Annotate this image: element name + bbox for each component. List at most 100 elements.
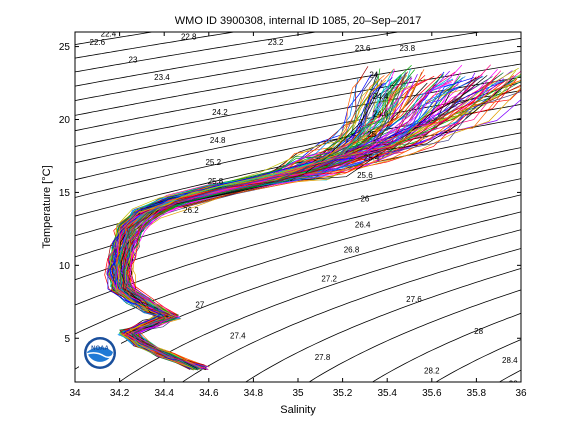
density-isoline <box>181 248 521 382</box>
profile-line <box>124 82 392 368</box>
density-isoline <box>75 194 521 335</box>
density-isoline <box>244 268 521 382</box>
isoline-label: 23.6 <box>355 44 371 53</box>
profile-line <box>128 88 521 370</box>
profile-line <box>112 78 505 366</box>
svg-text:NOAA: NOAA <box>91 346 109 352</box>
isoline-label: 27.6 <box>406 295 422 304</box>
isoline-label: 26.2 <box>183 206 199 215</box>
density-isoline <box>75 32 237 59</box>
density-isoline <box>530 394 543 403</box>
profile-line <box>122 87 392 368</box>
density-isoline <box>75 178 521 306</box>
profile-line <box>111 84 459 371</box>
x-axis: 34 34.2 34.4 34.6 34.8 35 35.2 35.4 35.6 35.8 36 <box>69 32 527 399</box>
profile-line <box>114 79 521 370</box>
x-axis-label: Salinity <box>280 404 316 416</box>
y-tick-label: 10 <box>59 261 71 272</box>
isoline-label: 25.4 <box>364 153 380 162</box>
profile-line <box>110 72 504 371</box>
x-tick-label: 34.6 <box>199 388 219 399</box>
density-isoline <box>75 63 521 147</box>
isoline-label: 27.4 <box>230 331 246 340</box>
profile-line <box>107 77 475 366</box>
profile-line <box>108 79 509 370</box>
y-tick-label: 25 <box>59 42 71 53</box>
isoline-label: 23.4 <box>154 73 170 82</box>
density-isoline <box>75 90 521 181</box>
profile-line <box>112 81 521 370</box>
x-tick-label: 34.4 <box>154 388 174 399</box>
profile-series <box>104 64 521 371</box>
density-isoline <box>75 32 319 73</box>
isoline-label: 24.6 <box>373 110 389 119</box>
density-isoline <box>75 50 521 132</box>
x-tick-label: 35.8 <box>467 388 487 399</box>
x-tick-label: 35.4 <box>377 388 397 399</box>
isoline-label: 28.4 <box>502 356 518 365</box>
profile-line <box>119 71 456 368</box>
density-isoline <box>435 339 521 382</box>
isoline-label: 22.6 <box>90 38 106 47</box>
x-tick-label: 34.2 <box>110 388 130 399</box>
x-tick-label: 35 <box>292 388 304 399</box>
isoline-label: 24.4 <box>373 92 389 101</box>
profile-line <box>107 70 502 368</box>
density-isoline <box>75 162 521 281</box>
density-isoline <box>75 76 521 164</box>
isoline-label: 24.8 <box>210 136 226 145</box>
isoline-label: 25 <box>367 130 376 139</box>
profile-line <box>125 72 461 369</box>
density-isoline <box>498 369 521 382</box>
profile-line <box>124 73 521 368</box>
isoline-label: 27.2 <box>321 274 337 283</box>
isoline-label: 24.2 <box>212 108 228 117</box>
isoline-label: 25.2 <box>205 158 221 167</box>
density-isoline <box>371 312 521 382</box>
profile-line <box>123 84 521 366</box>
x-tick-label: 34 <box>69 388 81 399</box>
isoline-label: 26.4 <box>355 221 371 230</box>
x-tick-label: 36 <box>515 388 527 399</box>
density-isoline <box>75 32 483 102</box>
y-tick-label: 20 <box>59 115 71 126</box>
isoline-label: 28.2 <box>424 366 440 375</box>
density-isoline <box>75 37 521 116</box>
isoline-label: 28 <box>474 327 483 336</box>
y-tick-label: 15 <box>59 188 71 199</box>
isoline-label: 25.8 <box>208 177 224 186</box>
profile-line <box>121 79 515 367</box>
isoline-label: 25.6 <box>357 171 373 180</box>
isoline-label: 24 <box>369 70 378 79</box>
isoline-label: 22.4 <box>101 29 117 38</box>
isoline-label: 27 <box>195 301 204 310</box>
y-tick-label: 5 <box>64 334 70 345</box>
x-tick-label: 34.8 <box>244 388 264 399</box>
profile-line <box>124 91 521 369</box>
x-tick-label: 35.6 <box>422 388 442 399</box>
profile-line <box>113 80 496 366</box>
profile-line <box>115 77 413 368</box>
isoline-label: 23.8 <box>399 44 415 53</box>
isoline-label: 26.8 <box>344 245 360 254</box>
density-isoline-labels: 22.422.6 22.8 23 23.2 23.4 23.6 23.8 24 24.2 24.4… <box>90 29 525 388</box>
y-axis-label: Temperature [°C] <box>41 165 53 248</box>
density-isoline <box>75 32 401 87</box>
isoline-label: 22.8 <box>181 32 197 41</box>
profile-line <box>114 75 515 367</box>
profile-line <box>115 80 521 371</box>
density-isoline <box>75 32 155 46</box>
density-isolines <box>75 32 543 403</box>
isoline-label: 23.2 <box>268 38 284 47</box>
profile-line <box>120 74 418 368</box>
x-tick-label: 35.2 <box>333 388 353 399</box>
isoline-label: 27.8 <box>315 353 331 362</box>
isoline-label: 28.6 <box>509 379 525 388</box>
noaa-logo: NOAA <box>79 336 121 370</box>
isoline-label: 26 <box>360 194 369 203</box>
density-isoline <box>308 289 521 382</box>
y-axis: 5 10 15 20 25 <box>59 42 521 345</box>
chart-title: WMO ID 3900308, internal ID 1085, 20–Sep… <box>175 15 421 27</box>
isoline-label: 23 <box>129 56 138 65</box>
